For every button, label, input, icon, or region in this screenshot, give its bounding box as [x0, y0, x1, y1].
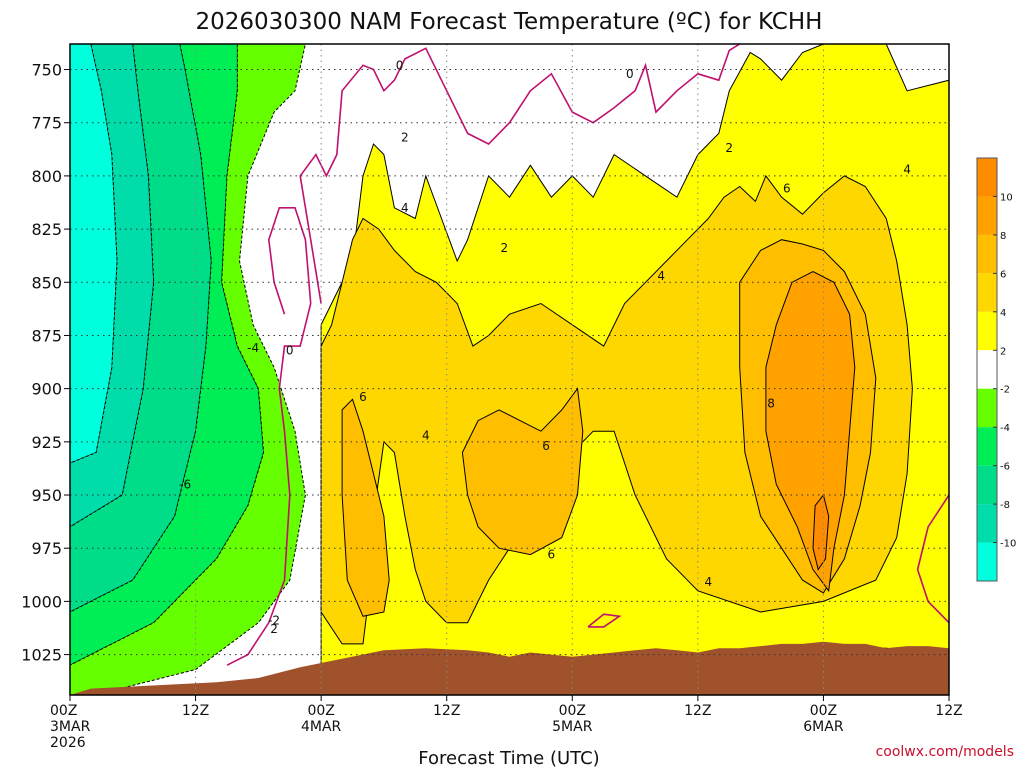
colorbar-swatch [977, 465, 997, 505]
colorbar-swatch [977, 504, 997, 543]
colorbar-label: -10 [1000, 539, 1016, 550]
contour-label: 4 [657, 269, 665, 283]
colorbar-swatch [977, 196, 997, 235]
x-tick-label: 3MAR [50, 719, 91, 735]
colorbar-swatch [977, 273, 997, 312]
x-tick-label: 00Z [559, 703, 586, 719]
colorbar-label: 2 [1000, 346, 1006, 357]
fill-region-minus-8 [70, 44, 155, 528]
x-axis-label: Forecast Time (UTC) [418, 748, 599, 768]
colorbar-label: -4 [1000, 423, 1010, 434]
plot-frame [69, 43, 950, 696]
contour-label: 0 [286, 343, 294, 357]
colorbar-label: -2 [1000, 385, 1010, 396]
y-tick-label: 750 [31, 61, 62, 80]
x-tick-label: 00Z [810, 703, 837, 719]
contour-label: 4 [903, 163, 911, 177]
contour-label: -2 [268, 614, 280, 628]
y-axis: 750 775 800 825 850 875 900 925 950 975 1000 1025 [21, 61, 70, 665]
colorbar-swatch [977, 427, 997, 466]
colorbar: 10 8 6 4 2 -2 -4 -6 -8 -10 [976, 157, 1016, 582]
terrain [70, 641, 949, 695]
contour-lines [226, 44, 949, 666]
contour-zero-line-right [916, 494, 949, 624]
y-tick-label: 1000 [21, 592, 62, 611]
contour-label: 4 [422, 428, 430, 442]
colorbar-swatch [977, 234, 997, 274]
colorbar-label: -6 [1000, 462, 1010, 473]
x-tick-label: 00Z [50, 703, 77, 719]
x-tick-label: 5MAR [552, 719, 593, 735]
y-tick-label: 850 [31, 273, 62, 292]
y-tick-label: 775 [31, 114, 62, 133]
y-tick-label: 925 [31, 433, 62, 452]
y-tick-label: 1025 [21, 646, 62, 665]
contour-label: 2 [401, 131, 409, 145]
x-tick-label: 2026 [50, 735, 86, 751]
colorbar-label: 4 [1000, 308, 1006, 319]
temperature-fills [70, 44, 949, 695]
colorbar-label: 10 [1000, 192, 1013, 203]
contour-labels: 0 0 2 2 2 2 4 4 4 4 4 6 6 6 6 8 0 -4 -6 -2 [179, 58, 911, 636]
colorbar-label: 6 [1000, 269, 1006, 280]
x-tick-label: 12Z [433, 703, 460, 719]
x-tick-label: 12Z [684, 703, 711, 719]
credit-text: coolwx.com/models [876, 744, 1014, 760]
chart-title: 2026030300 NAM Forecast Temperature (ºC)… [196, 9, 823, 35]
contour-zero-line-lower [226, 207, 312, 666]
colorbar-swatch [977, 350, 997, 389]
x-tick-label: 00Z [307, 703, 334, 719]
contour-label: 0 [626, 67, 634, 81]
fill-region-minus-2 [70, 44, 306, 695]
fill-region-plus-6b [341, 398, 390, 617]
contour-label: 8 [767, 397, 775, 411]
y-tick-label: 825 [31, 220, 62, 239]
colorbar-swatch [977, 388, 997, 428]
contour-zero-line-upper [299, 44, 741, 304]
x-tick-label: 12Z [182, 703, 209, 719]
y-tick-label: 875 [31, 326, 62, 345]
contour-label: 6 [783, 182, 791, 196]
contour-label: 2 [500, 241, 508, 255]
y-tick-label: 800 [31, 167, 62, 186]
contour-label: 2 [270, 622, 278, 636]
contour-label: 6 [359, 390, 367, 404]
y-tick-label: 900 [31, 380, 62, 399]
contour-label: 4 [401, 201, 409, 215]
colorbar-swatch [977, 158, 997, 197]
contour-zero-loop-mid [587, 613, 622, 628]
contour-label: 2 [725, 141, 733, 155]
terrain-surface [70, 641, 949, 695]
plot-area: 0 0 2 2 2 2 4 4 4 4 4 6 6 6 6 8 0 -4 -6 -2 [70, 44, 949, 695]
colorbar-swatch [977, 542, 997, 581]
contour-label: -4 [247, 341, 259, 355]
colorbar-label: -8 [1000, 500, 1010, 511]
colorbar-swatch [977, 311, 997, 351]
colorbar-label: 8 [1000, 231, 1006, 242]
contour-label: 6 [548, 548, 556, 562]
fill-region-plus-6 [461, 387, 584, 556]
contour-label: 0 [396, 58, 404, 72]
x-tick-label: 12Z [935, 703, 962, 719]
contour-label: -6 [179, 477, 191, 491]
y-tick-label: 975 [31, 539, 62, 558]
fill-region-plus-8 [765, 271, 856, 593]
x-tick-label: 4MAR [301, 719, 342, 735]
contour-label: 4 [705, 575, 713, 589]
contour-label: 6 [542, 439, 550, 453]
x-tick-label: 6MAR [803, 719, 844, 735]
gridlines [70, 44, 949, 695]
colorbar-frame [976, 157, 998, 582]
y-tick-label: 950 [31, 486, 62, 505]
